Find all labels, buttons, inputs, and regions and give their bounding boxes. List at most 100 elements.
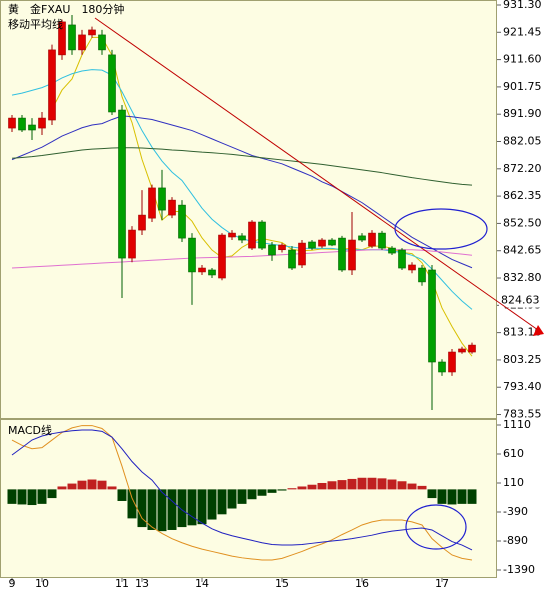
trend-line (94, 17, 539, 331)
macd-bar (37, 489, 47, 504)
macd-bar (287, 488, 297, 490)
candle-body (418, 267, 426, 283)
candle-body (198, 267, 206, 273)
macd-bar (77, 480, 87, 490)
y-tick-label: 921.45 (503, 25, 542, 38)
macd-bar (397, 481, 407, 490)
macd-bar (57, 486, 67, 490)
y-tick-label: 783.55 (503, 408, 542, 421)
x-tick-label: 15 (275, 577, 289, 589)
y-tick-label: 110 (503, 476, 524, 489)
macd-frame (0, 419, 497, 578)
x-tick-label: 10 (35, 577, 49, 589)
trend-arrow (533, 325, 544, 336)
candle-body (468, 344, 476, 353)
candle-body (68, 24, 76, 51)
y-tick-label: -890 (503, 534, 528, 547)
macd-bar (187, 489, 197, 526)
candle-body (378, 232, 386, 249)
macd-bar (247, 489, 257, 500)
y-tick-label: 911.60 (503, 53, 542, 66)
y-tick-label: 852.50 (503, 216, 542, 229)
x-tick-label: 9 (9, 577, 16, 589)
macd-bar (137, 489, 147, 528)
candle-body (438, 361, 446, 373)
candle-body (118, 109, 126, 259)
y-tick-label: 872.20 (503, 162, 542, 175)
macd-bar (217, 489, 227, 515)
candle-body (138, 214, 146, 231)
macd-panel: 1110 610 110 -390 -890 -1390 (7, 418, 535, 576)
candle-body (368, 232, 376, 247)
candle-body (48, 49, 56, 121)
macd-bar (97, 480, 107, 490)
candle-body (278, 244, 286, 251)
candle-body (228, 232, 236, 238)
highlight-ellipse (394, 208, 488, 250)
candle-body (448, 351, 456, 373)
ma-label: 移动平均线 (8, 17, 63, 31)
macd-bar (17, 489, 27, 505)
x-tick-label: 14 (195, 577, 209, 589)
y-tick-label: 1110 (503, 418, 531, 431)
macd-bar (327, 481, 337, 490)
candle-body (408, 264, 416, 271)
y-tick-label: 901.75 (503, 80, 542, 93)
y-tick-label: 842.65 (503, 244, 542, 257)
macd-bar (467, 489, 477, 504)
y-tick-label: 891.90 (503, 107, 542, 120)
y-tick-label: 803.25 (503, 353, 542, 366)
macd-bar (127, 489, 137, 519)
macd-bar (347, 478, 357, 490)
line-series (11, 147, 473, 186)
y-tick-label: 862.35 (503, 189, 542, 202)
macd-bar (377, 478, 387, 490)
last-value-label: 824.63 (501, 294, 540, 307)
macd-bar (237, 489, 247, 504)
main-frame (0, 0, 497, 419)
macd-bar (317, 482, 327, 490)
candle-body (348, 239, 356, 271)
candle-body (88, 29, 96, 36)
macd-bar (107, 486, 117, 490)
macd-bar (387, 479, 397, 490)
candle-body (358, 235, 366, 241)
candle-body (218, 234, 226, 279)
macd-label: MACD线 (8, 423, 52, 437)
macd-bar (437, 489, 447, 504)
candle-body (128, 229, 136, 259)
macd-bar (7, 489, 17, 504)
candle-body (308, 241, 316, 249)
candle-body (28, 124, 36, 131)
candle-body (298, 242, 306, 266)
macd-bar (197, 489, 207, 525)
y-tick-label: 931.30 (503, 0, 542, 11)
candle-body (38, 117, 46, 129)
x-tick-label: 13 (135, 577, 149, 589)
candle-body (188, 237, 196, 273)
candle-body (428, 269, 436, 363)
candle-body (248, 221, 256, 249)
candle-body (328, 239, 336, 246)
x-tick-label: 16 (355, 577, 369, 589)
macd-bar (307, 484, 317, 490)
macd-bar (407, 483, 417, 490)
candle-body (18, 117, 26, 131)
y-tick-label: 813.10 (503, 326, 542, 339)
macd-bar (227, 489, 237, 509)
macd-bar (457, 489, 467, 504)
y-tick-label: -1390 (503, 563, 535, 576)
macd-bar (87, 479, 97, 490)
candle-body (158, 187, 166, 211)
candle-body (398, 249, 406, 269)
macd-bar (47, 489, 57, 499)
candle-body (318, 239, 326, 247)
candle-body (168, 199, 176, 216)
candle-body (268, 244, 276, 256)
candle-body (78, 34, 86, 51)
x-tick-label: 17 (435, 577, 449, 589)
candle-body (258, 221, 266, 249)
macd-bar (147, 489, 157, 530)
x-tick-label: 11 (115, 577, 129, 589)
